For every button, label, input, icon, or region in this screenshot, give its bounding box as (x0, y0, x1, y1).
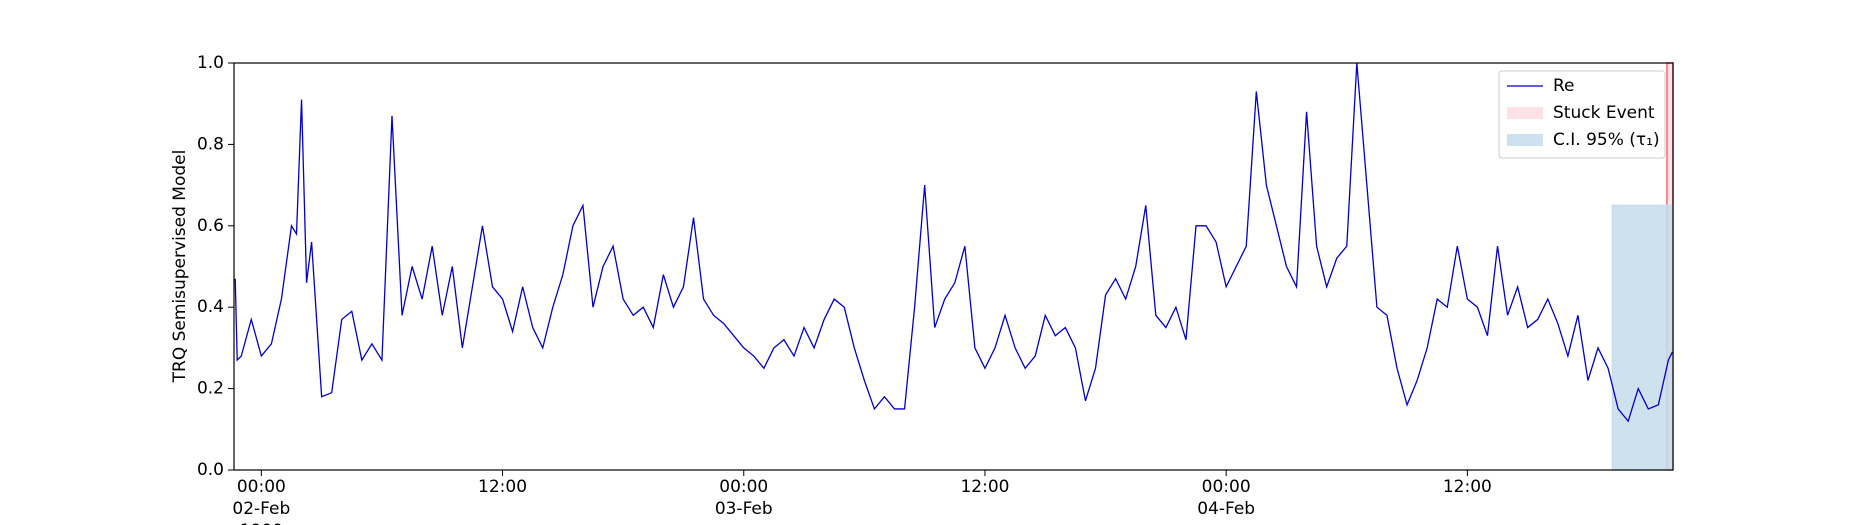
x-tick-label: 12:00 (1443, 477, 1492, 497)
legend-swatch (1507, 134, 1543, 146)
data-line (234, 62, 1673, 423)
legend-label: Re (1553, 76, 1575, 96)
y-axis-label: TRQ Semisupervised Model (170, 150, 190, 384)
y-tick-label: 0.4 (197, 297, 224, 317)
plot-frame (233, 62, 1674, 471)
legend-label: Stuck Event (1553, 103, 1655, 123)
x-tick-label: 00:00 04-Feb (1197, 477, 1255, 519)
y-tick-label: 1.0 (197, 53, 224, 73)
x-tick-label: 12:00 (960, 477, 1009, 497)
y-tick-label: 0.2 (197, 379, 224, 399)
legend-swatch (1507, 107, 1543, 119)
y-tick-label: 0.0 (197, 460, 224, 480)
y-tick-label: 0.8 (197, 134, 224, 154)
y-tick-label: 0.6 (197, 216, 224, 236)
x-tick-label: 12:00 (478, 477, 527, 497)
legend-label: C.I. 95% (τ₁) (1553, 130, 1660, 150)
x-tick-label: 00:00 03-Feb (715, 477, 773, 519)
span (1611, 204, 1674, 471)
